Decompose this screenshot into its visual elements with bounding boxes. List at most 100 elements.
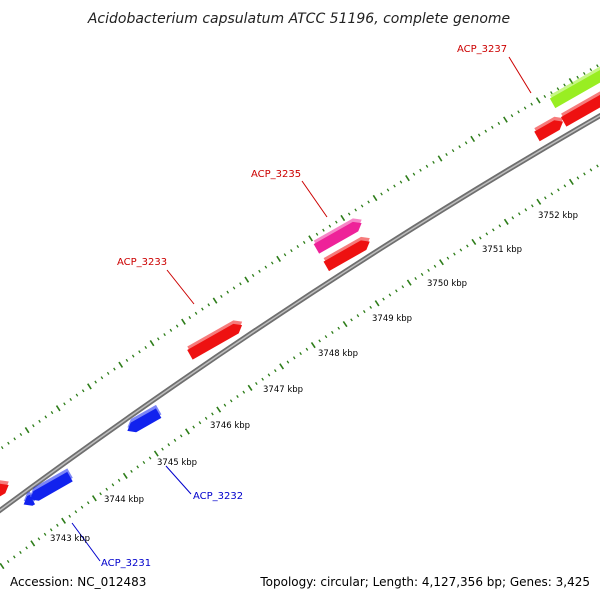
tick-mark: [543, 94, 547, 99]
gene-acp3236[interactable]: [533, 113, 568, 142]
tick-mark: [497, 121, 501, 125]
tick-mark: [583, 172, 586, 176]
tick-mark: [446, 256, 450, 260]
gene-arrow-shade: [0, 480, 9, 497]
tick-mark: [347, 212, 351, 216]
genome-backbone: [0, 112, 600, 514]
gene-acp3238[interactable]: [548, 60, 600, 109]
tick-mark: [258, 269, 261, 273]
tick-mark: [530, 204, 534, 208]
tick-mark: [517, 212, 521, 216]
tick-mark: [130, 469, 133, 473]
tick-mark: [471, 238, 477, 246]
tick-mark: [122, 472, 128, 479]
tick-mark: [530, 102, 533, 106]
tick-mark: [273, 369, 277, 373]
tick-mark: [308, 235, 314, 242]
tick-mark: [163, 333, 166, 337]
leader-acp3233: [166, 269, 195, 305]
tick-mark: [207, 303, 211, 307]
tick-mark: [582, 71, 586, 76]
tick-mark: [477, 133, 481, 137]
scale-label: 3745 kbp: [157, 458, 197, 468]
gene-arrow-body: [534, 120, 564, 142]
tick-mark: [244, 276, 250, 283]
tick-mark: [296, 245, 300, 249]
tick-mark: [87, 383, 92, 390]
tick-mark: [395, 289, 398, 293]
tick-mark: [81, 389, 85, 393]
tick-mark: [451, 149, 455, 153]
tick-mark: [68, 514, 72, 518]
gene-acp3231[interactable]: [26, 468, 74, 504]
tick-mark: [405, 174, 410, 182]
tick-mark: [576, 75, 579, 79]
tick-mark: [19, 550, 22, 554]
gene-label-acp3231[interactable]: ACP_3231: [101, 558, 151, 569]
tick-mark: [239, 282, 242, 286]
gene-acp3235[interactable]: [312, 215, 366, 254]
tick-mark: [337, 326, 341, 330]
tick-mark: [13, 437, 16, 441]
tick-mark: [324, 335, 328, 339]
tick-mark: [184, 428, 190, 435]
gene-acp3232[interactable]: [123, 404, 163, 436]
tick-mark: [302, 240, 306, 244]
scale-labels: 3743 kbp 3744 kbp 3745 kbp 3746 kbp 3747…: [50, 211, 578, 544]
tick-mark: [589, 168, 593, 172]
tick-mark: [194, 311, 198, 315]
tick-mark: [535, 97, 541, 104]
tick-mark: [179, 434, 183, 438]
tick-mark: [131, 354, 135, 358]
tick-mark: [427, 268, 430, 272]
tick-mark: [0, 446, 4, 450]
tick-mark: [226, 290, 230, 294]
tick-mark: [425, 164, 429, 168]
accession-text: Accession: NC_012483: [10, 575, 146, 589]
tick-mark: [138, 350, 141, 354]
gene-acp3234[interactable]: [322, 233, 374, 272]
gene-label-acp3235[interactable]: ACP_3235: [251, 169, 301, 180]
gene-label-acp3233[interactable]: ACP_3233: [117, 257, 167, 268]
tick-mark: [105, 487, 109, 491]
tick-mark: [367, 200, 370, 204]
gene-features: [0, 60, 600, 509]
leader-acp3231: [71, 522, 101, 562]
tick-mark: [485, 232, 489, 236]
gene-acp3229[interactable]: [0, 477, 13, 500]
tick-mark: [439, 259, 444, 266]
tick-mark: [498, 224, 502, 228]
tick-mark: [211, 412, 214, 416]
tick-mark: [63, 402, 66, 406]
tick-mark: [544, 196, 547, 200]
tick-mark: [117, 478, 121, 482]
tick-mark: [94, 380, 97, 384]
gene-arrow-body: [323, 240, 370, 272]
scale-label: 3752 kbp: [538, 211, 578, 221]
tick-mark: [491, 228, 495, 232]
tick-mark: [232, 286, 236, 290]
gene-label-acp3237[interactable]: ACP_3237: [457, 44, 507, 55]
tick-mark: [479, 236, 482, 240]
scale-label: 3751 kbp: [482, 245, 522, 255]
tick-mark: [458, 145, 461, 149]
tick-mark: [236, 394, 239, 399]
tick-mark: [466, 244, 469, 248]
gene-arrow-body: [0, 483, 9, 500]
tick-mark: [310, 341, 316, 349]
tick-mark: [524, 208, 528, 212]
tick-mark: [459, 248, 463, 252]
tick-mark: [420, 272, 424, 276]
tick-mark: [556, 87, 560, 91]
gene-acp3230[interactable]: [19, 491, 36, 509]
gene-label-acp3232[interactable]: ACP_3232: [193, 491, 243, 502]
tick-mark: [69, 397, 73, 402]
tick-mark: [437, 155, 443, 162]
tick-mark: [380, 192, 383, 196]
tick-mark: [517, 110, 520, 114]
gene-arrow-body: [127, 408, 162, 433]
gene-arrow-body: [187, 323, 243, 360]
gene-acp3233[interactable]: [186, 317, 247, 360]
tick-mark: [445, 152, 448, 157]
tick-mark: [19, 432, 23, 436]
